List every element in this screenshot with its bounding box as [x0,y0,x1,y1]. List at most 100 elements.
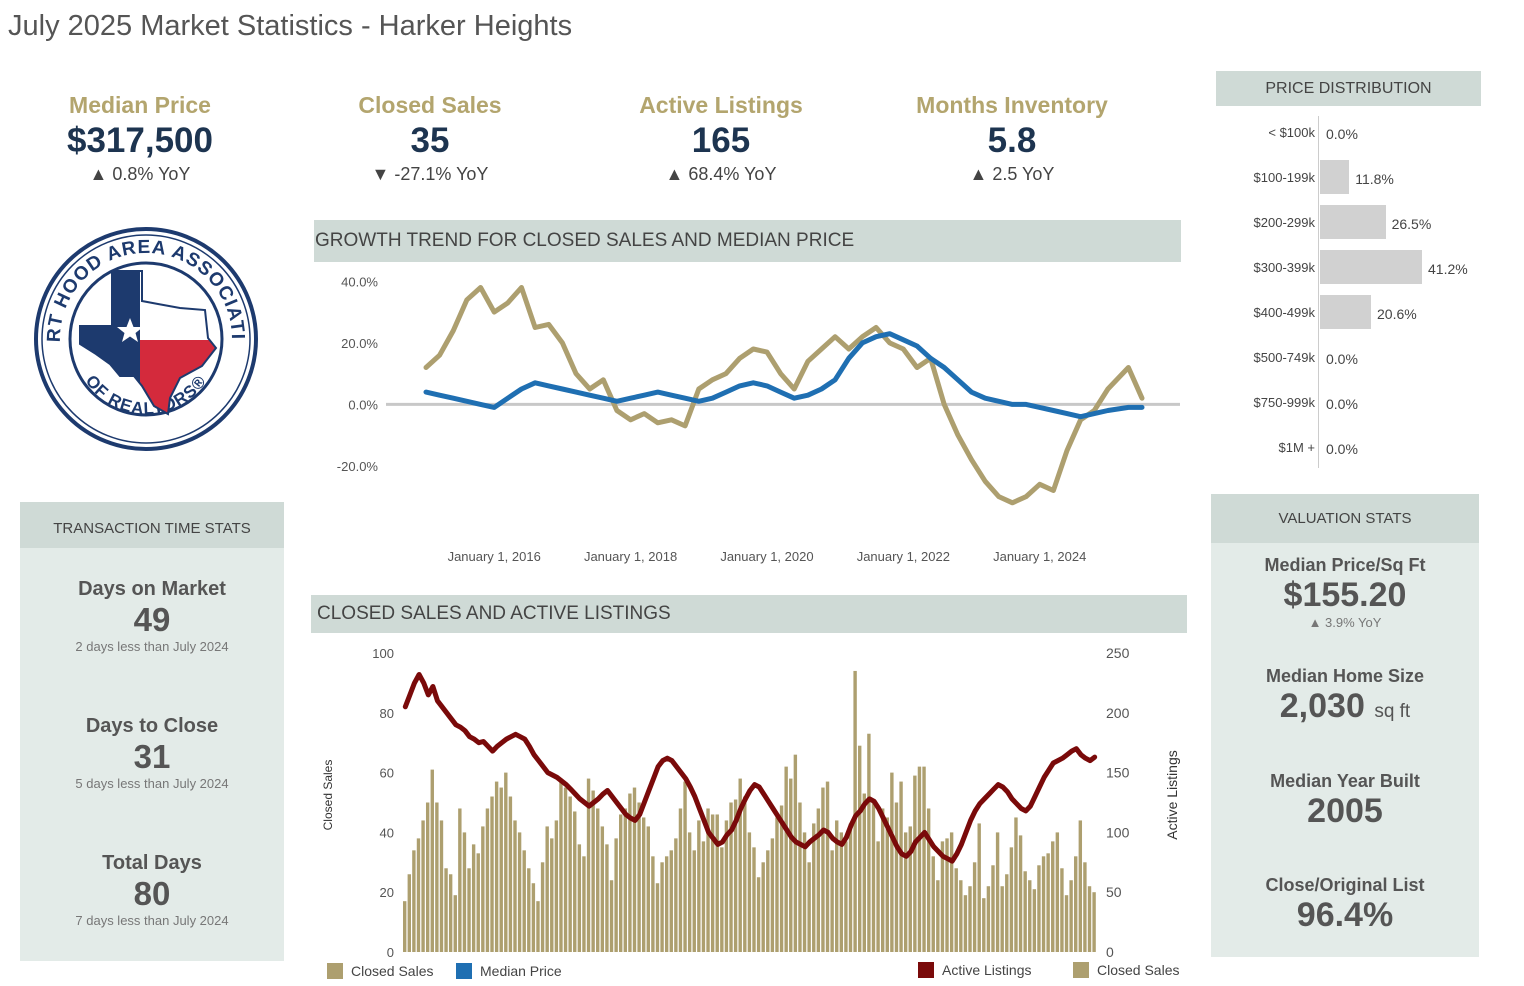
price-distribution-axis [1318,116,1319,468]
stat-value: 2005 [1307,792,1383,830]
stat-value: 49 [133,601,171,638]
closed-sales-bar [724,820,729,952]
closed-sales-bar [1051,841,1055,952]
stat-value: 31 [133,738,171,775]
kpi-active-listings: Active Listings 165 ▲ 68.4% YoY [601,92,841,185]
active-listings-line [402,672,1098,864]
closed-sales-bar [949,832,954,952]
right-tick-label: 250 [1106,645,1130,661]
stat-value: 80 [133,875,171,912]
closed-sales-bar [885,817,889,952]
closed-sales-bar [522,850,526,952]
closed-sales-bar [664,856,669,952]
association-logo: FORT HOOD AREA ASSOCIATION OF REALTORS® [30,226,258,451]
x-tick-label: January 1, 2018 [584,549,677,564]
closed-sales-bar [830,850,834,952]
price-range-label: $300-399k [1253,260,1315,275]
closed-sales-bar [563,787,568,952]
closed-sales-bar [1028,880,1032,952]
legend-swatch [327,963,343,979]
kpi-closed-sales: Closed Sales 35 ▼ -27.1% YoY [310,92,550,185]
closed-sales-bar [481,826,485,952]
closed-sales-bar [1005,874,1009,952]
closed-sales-bar [853,670,857,952]
closed-sales-bar [660,862,664,952]
closed-sales-bar [775,817,779,952]
stat-value: 2,030 sq ft [1211,687,1479,726]
legend-swatch [456,963,472,979]
closed-sales-bar [729,802,733,952]
closed-sales-bar [619,814,623,952]
x-tick-label: January 1, 2016 [448,549,541,564]
closed-sales-bar [720,847,724,952]
closed-sales-bar [591,790,595,952]
y-tick-label: -20.0% [337,459,379,474]
legend-label: Closed Sales [1097,962,1180,978]
kpi-yoy: ▲ 0.8% YoY [89,164,191,184]
left-tick-label: 20 [380,885,394,900]
closed-sales-bar [582,856,586,952]
closed-sales-bar [1092,892,1096,952]
closed-sales-bar [816,808,821,952]
closed-sales-bar [1078,820,1083,952]
y-tick-label: 40.0% [341,274,378,289]
closed-sales-bar [825,781,830,952]
closed-sales-bar [747,832,752,952]
closed-sales-bar [540,862,545,952]
closed-sales-bar [1060,868,1064,952]
stat-sub: 7 days less than July 2024 [75,913,229,928]
closed-sales-bar [963,895,968,952]
closed-sales-bar [738,778,742,952]
left-tick-label: 80 [380,706,394,721]
closed-sales-bar [646,826,650,952]
price-range-label: < $100k [1268,125,1315,140]
closed-sales-bar [678,808,683,952]
price-per-sqft-stat: Median Price/Sq Ft $155.20 ▲ 3.9% YoY [1211,555,1479,630]
closed-sales-bar [531,883,536,952]
closed-sales-bar [798,802,802,952]
closed-sales-bar [425,802,430,952]
closed-sales-bar [784,766,788,952]
closed-sales-bar [421,820,425,952]
closed-sales-bar [1074,856,1078,952]
price-distribution-bar [1320,295,1371,329]
y-tick-label: 20.0% [341,336,378,351]
kpi-yoy: ▼ -27.1% YoY [371,164,489,184]
closed-sales-bar [577,844,582,952]
closed-sales-bar [545,826,549,952]
price-distribution-bar [1320,250,1422,284]
stat-value: $155.20 [1283,576,1407,614]
closed-sales-bar [807,862,811,952]
stat-label: Days to Close [85,715,219,737]
kpi-yoy: ▲ 2.5 YoY [969,164,1055,184]
closed-sales-bar [1087,886,1092,952]
kpi-label: Closed Sales [358,92,502,118]
days-to-close-stat: Days to Close 31 5 days less than July 2… [20,715,284,791]
kpi-median-price: Median Price $317,500 ▲ 0.8% YoY [20,92,260,185]
closed-sales-bar [517,832,522,952]
home-size-value: 2,030 [1279,687,1365,725]
closed-sales-bar [554,820,559,952]
closed-sales-bar [1069,880,1073,952]
kpi-value: $317,500 [67,121,213,160]
price-distribution-bar [1320,160,1350,194]
right-tick-label: 100 [1106,824,1130,840]
closed-sales-bar [945,838,949,952]
closed-sales-bar [403,901,407,952]
growth-trend-header: GROWTH TREND FOR CLOSED SALES AND MEDIAN… [314,220,1181,262]
closed-sales-bar [931,856,935,952]
closed-sales-bar [453,895,457,952]
closed-sales-bar [485,808,490,952]
closed-sales-bar [968,886,972,952]
closed-sales-bar [462,832,467,952]
closed-sales-bar [494,781,499,952]
closed-sales-bar [490,796,494,952]
x-tick-label: January 1, 2024 [993,549,1086,564]
closed-sales-bar [715,814,719,952]
legend-label: Median Price [480,963,562,979]
closed-sales-bar [733,799,738,952]
closed-sales-bar [697,820,701,952]
closed-sales-bar [793,754,798,952]
stat-label: Total Days [102,852,202,874]
legend-label: Active Listings [942,962,1032,978]
